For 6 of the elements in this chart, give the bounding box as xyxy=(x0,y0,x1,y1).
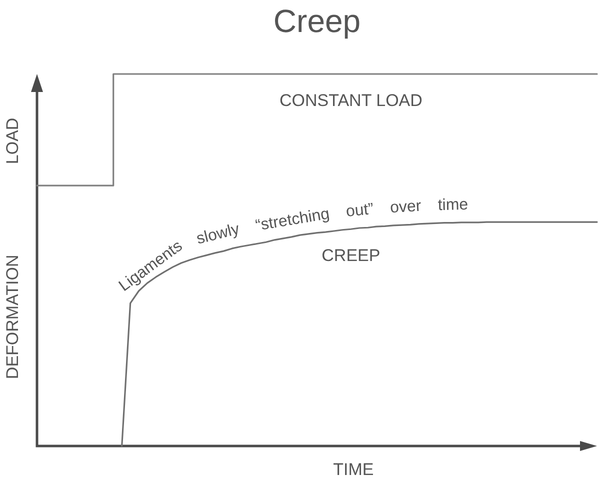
series-label: CONSTANT LOAD xyxy=(279,91,422,110)
text: LOAD xyxy=(3,118,22,164)
x-axis-title: TIME xyxy=(333,460,374,479)
series-label: CREEP xyxy=(322,246,380,266)
chart-title: Creep xyxy=(273,3,361,39)
y-axis-title: DEFORMATION xyxy=(3,254,22,380)
